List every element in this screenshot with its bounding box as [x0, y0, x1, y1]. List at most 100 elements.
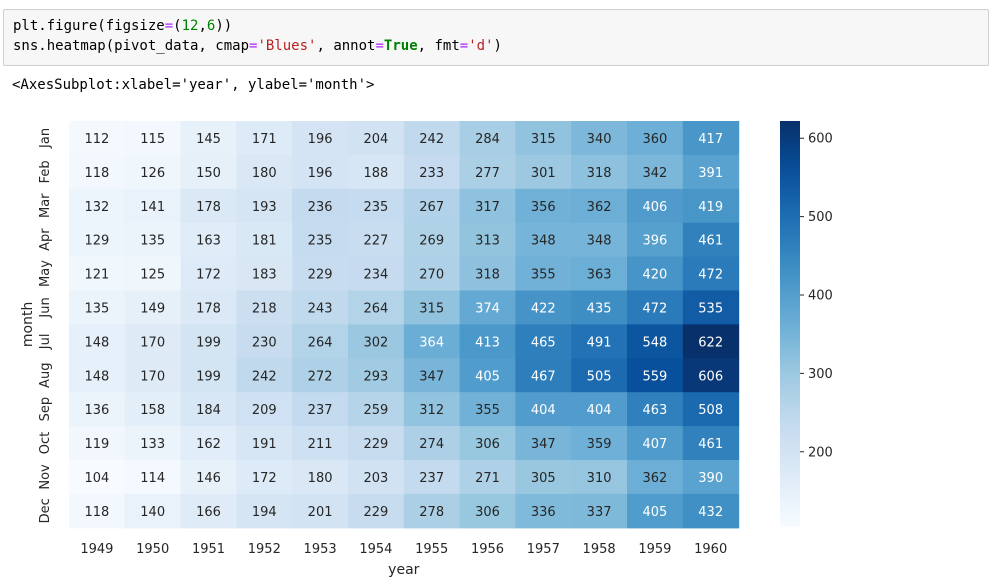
cell-annotation: 172 — [252, 471, 277, 486]
cell-annotation: 467 — [531, 369, 556, 384]
heatmap-cell — [627, 121, 684, 156]
heatmap-cell — [236, 324, 293, 359]
heatmap-cell — [69, 290, 126, 325]
code-token: , — [198, 18, 207, 34]
cell-annotation: 461 — [698, 437, 723, 452]
heatmap-cell — [69, 426, 126, 461]
heatmap-cell — [180, 493, 237, 529]
heatmap-cell — [124, 324, 182, 359]
heatmap-cell — [403, 426, 461, 461]
heatmap-cell — [459, 460, 516, 495]
heatmap-cell — [69, 392, 126, 427]
heatmap-cell — [236, 121, 293, 156]
heatmap-cell — [459, 358, 516, 393]
heatmap-cell — [571, 460, 628, 495]
cell-annotation: 148 — [84, 369, 109, 384]
cell-annotation: 242 — [419, 132, 444, 147]
cell-annotation: 360 — [642, 132, 667, 147]
heatmap-cell — [348, 426, 405, 461]
cell-annotation: 201 — [308, 505, 333, 520]
cell-annotation: 180 — [252, 166, 277, 181]
cell-annotation: 340 — [587, 132, 612, 147]
cell-annotation: 203 — [363, 471, 388, 486]
heatmap-cell — [571, 392, 628, 427]
cell-annotation: 172 — [196, 268, 221, 283]
cell-annotation: 132 — [84, 200, 109, 215]
heatmap-cell — [459, 290, 516, 325]
heatmap-cell — [403, 460, 461, 495]
heatmap-cell — [459, 324, 516, 359]
heatmap-cell — [236, 426, 293, 461]
heatmap-cell — [515, 222, 572, 258]
heatmap-cell — [292, 426, 349, 461]
heatmap-cell — [682, 222, 740, 258]
heatmap-cell — [627, 426, 684, 461]
heatmap-cell — [627, 392, 684, 427]
cell-annotation: 184 — [196, 403, 221, 418]
cell-annotation: 318 — [475, 268, 500, 283]
cell-annotation: 136 — [84, 403, 109, 418]
cell-annotation: 306 — [475, 437, 500, 452]
heatmap-cell — [682, 188, 740, 224]
cell-annotation: 114 — [140, 471, 165, 486]
code-editor[interactable]: plt.figure(figsize=(12,6)) sns.heatmap(pi… — [13, 16, 988, 56]
heatmap-cell — [515, 460, 572, 495]
heatmap-cell — [515, 188, 572, 224]
cell-annotation: 362 — [587, 200, 612, 215]
cell-annotation: 505 — [587, 369, 612, 384]
heatmap-cell — [403, 290, 461, 325]
cell-annotation: 417 — [698, 132, 723, 147]
heatmap-cell — [682, 290, 740, 325]
x-tick-label: 1960 — [694, 542, 727, 557]
heatmap-cell — [292, 392, 349, 427]
cell-annotation: 548 — [642, 335, 667, 350]
heatmap-cell — [69, 358, 126, 393]
heatmap-cell — [180, 290, 237, 325]
cell-annotation: 363 — [587, 268, 612, 283]
cell-annotation: 196 — [308, 132, 333, 147]
heatmap-cell — [627, 324, 684, 359]
colorbar-tick-label: 600 — [808, 132, 833, 147]
heatmap-cell — [403, 222, 461, 258]
cell-annotation: 337 — [587, 505, 612, 520]
heatmap-cell — [682, 460, 740, 495]
heatmap-cell — [571, 426, 628, 461]
heatmap-cell — [236, 290, 293, 325]
heatmap-cell — [515, 493, 572, 529]
heatmap-cell — [682, 154, 740, 190]
heatmap-cell — [515, 426, 572, 461]
heatmap-cell — [515, 358, 572, 393]
x-tick-label: 1952 — [248, 542, 281, 557]
cell-annotation: 135 — [140, 234, 165, 249]
heatmap-cell — [124, 188, 182, 224]
cell-annotation: 191 — [252, 437, 277, 452]
cell-annotation: 234 — [363, 268, 388, 283]
heatmap-cell — [515, 256, 572, 292]
heatmap-cell — [515, 392, 572, 427]
heatmap-cell — [515, 324, 572, 359]
y-tick-label: Oct — [38, 432, 53, 454]
heatmap-cell — [403, 392, 461, 427]
cell-annotation: 170 — [140, 335, 165, 350]
cell-annotation: 218 — [252, 301, 277, 316]
heatmap-cell — [292, 358, 349, 393]
heatmap-cell — [627, 493, 684, 529]
code-token: 'd' — [468, 38, 494, 54]
heatmap-cell — [459, 426, 516, 461]
cell-annotation: 264 — [363, 301, 388, 316]
cell-annotation: 465 — [531, 335, 556, 350]
heatmap-cell — [348, 493, 405, 529]
heatmap-cell — [571, 290, 628, 325]
x-axis-label: year — [388, 562, 419, 578]
x-tick-label: 1950 — [136, 542, 169, 557]
cell-annotation: 269 — [419, 234, 444, 249]
code-line: plt.figure(figsize=(12,6)) — [13, 16, 988, 36]
code-cell[interactable]: plt.figure(figsize=(12,6)) sns.heatmap(pi… — [3, 9, 989, 66]
cell-annotation: 535 — [698, 301, 723, 316]
heatmap-cell — [348, 222, 405, 258]
cell-annotation: 121 — [84, 268, 109, 283]
cell-annotation: 356 — [531, 200, 556, 215]
cell-annotation: 158 — [140, 403, 165, 418]
heatmap-cell — [403, 188, 461, 224]
x-tick-label: 1959 — [638, 542, 671, 557]
